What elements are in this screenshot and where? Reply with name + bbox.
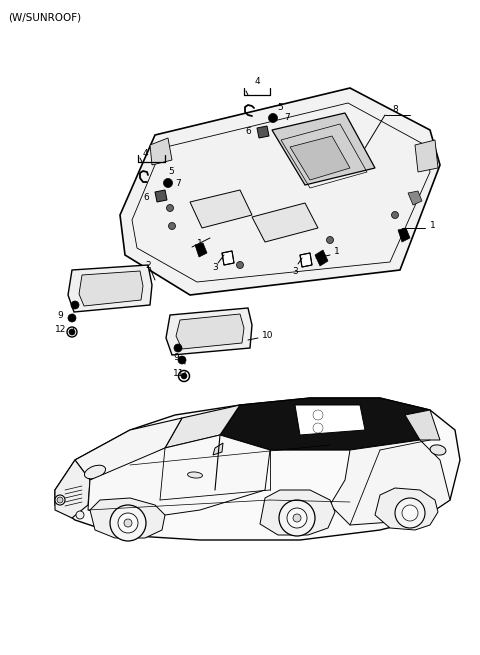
Text: 4: 4 — [143, 149, 149, 157]
Polygon shape — [315, 250, 328, 266]
Polygon shape — [68, 265, 152, 312]
Text: 5: 5 — [277, 102, 283, 111]
Polygon shape — [330, 440, 450, 525]
Circle shape — [178, 356, 186, 364]
Circle shape — [268, 113, 277, 122]
Circle shape — [326, 236, 334, 244]
Text: 7: 7 — [284, 113, 290, 122]
Text: 5: 5 — [168, 168, 174, 176]
Circle shape — [279, 500, 315, 536]
Text: 11: 11 — [173, 369, 184, 379]
Circle shape — [313, 410, 323, 420]
Polygon shape — [398, 228, 410, 242]
Polygon shape — [79, 271, 143, 306]
Circle shape — [181, 373, 187, 379]
Circle shape — [164, 179, 172, 187]
Polygon shape — [405, 410, 440, 440]
Polygon shape — [120, 88, 440, 295]
Polygon shape — [75, 418, 182, 480]
Polygon shape — [222, 251, 234, 265]
Text: 9: 9 — [57, 312, 63, 320]
Text: 10: 10 — [262, 331, 274, 341]
Circle shape — [55, 495, 65, 505]
Ellipse shape — [84, 465, 106, 479]
Text: (W/SUNROOF): (W/SUNROOF) — [8, 12, 81, 22]
Circle shape — [110, 505, 146, 541]
Polygon shape — [55, 460, 90, 518]
Text: 3: 3 — [292, 267, 298, 276]
Text: 12: 12 — [55, 326, 66, 335]
Circle shape — [313, 423, 323, 433]
Polygon shape — [190, 190, 252, 228]
Text: 8: 8 — [392, 105, 398, 115]
Polygon shape — [260, 490, 335, 535]
Circle shape — [57, 497, 63, 503]
Text: 1: 1 — [334, 248, 340, 257]
Circle shape — [67, 327, 77, 337]
Text: 6: 6 — [245, 128, 251, 136]
Circle shape — [76, 511, 84, 519]
Text: 2: 2 — [145, 261, 151, 269]
Text: 1: 1 — [430, 221, 436, 229]
Polygon shape — [195, 243, 207, 257]
Polygon shape — [252, 203, 318, 242]
Polygon shape — [257, 126, 269, 138]
Circle shape — [124, 519, 132, 527]
Circle shape — [68, 314, 76, 322]
Polygon shape — [220, 398, 430, 450]
Polygon shape — [155, 190, 167, 202]
Ellipse shape — [188, 472, 203, 478]
Circle shape — [167, 204, 173, 212]
Circle shape — [168, 223, 176, 229]
Polygon shape — [55, 398, 460, 540]
Ellipse shape — [430, 445, 446, 455]
Circle shape — [69, 329, 75, 335]
Text: 3: 3 — [212, 263, 218, 272]
Circle shape — [174, 344, 182, 352]
Circle shape — [395, 498, 425, 528]
Polygon shape — [408, 191, 422, 205]
Polygon shape — [166, 308, 252, 355]
Circle shape — [71, 301, 79, 309]
Polygon shape — [295, 405, 365, 435]
Text: 4: 4 — [255, 77, 261, 86]
Circle shape — [293, 514, 301, 522]
Polygon shape — [213, 443, 223, 455]
Circle shape — [179, 371, 190, 381]
Text: 9: 9 — [173, 354, 179, 362]
Polygon shape — [300, 253, 312, 267]
Polygon shape — [272, 113, 375, 185]
Circle shape — [402, 505, 418, 521]
Polygon shape — [90, 498, 165, 538]
Circle shape — [287, 508, 307, 528]
Circle shape — [118, 513, 138, 533]
Polygon shape — [165, 405, 240, 448]
Polygon shape — [176, 314, 244, 349]
Text: 1: 1 — [197, 238, 203, 248]
Polygon shape — [290, 136, 350, 180]
Text: 7: 7 — [175, 179, 181, 187]
Polygon shape — [375, 488, 438, 530]
Text: 6: 6 — [143, 193, 149, 202]
Polygon shape — [150, 138, 172, 165]
Circle shape — [392, 212, 398, 219]
Circle shape — [237, 261, 243, 269]
Polygon shape — [88, 435, 270, 520]
Polygon shape — [415, 140, 438, 172]
